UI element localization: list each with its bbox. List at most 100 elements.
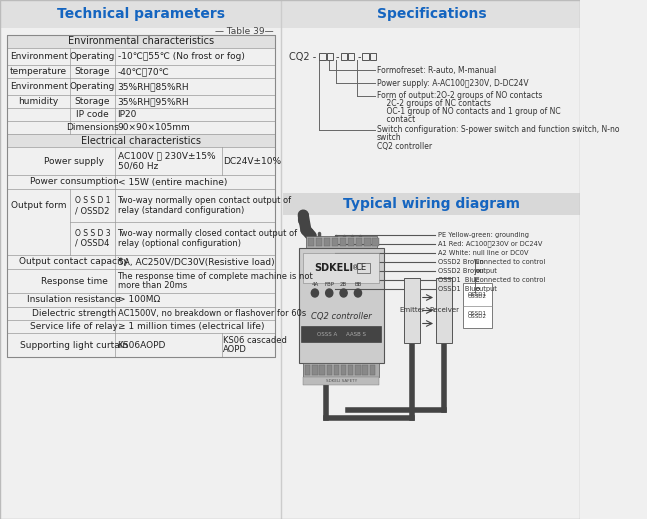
Text: Dimensions: Dimensions (66, 123, 119, 132)
Text: ≥ 1 million times (electrical life): ≥ 1 million times (electrical life) (118, 322, 264, 331)
Bar (463, 283, 492, 328)
Text: Storage: Storage (74, 67, 110, 76)
Text: switch: switch (377, 133, 401, 143)
Text: Two-way normally closed contact output of: Two-way normally closed contact output o… (118, 229, 298, 238)
Text: OC-1 group of NO contacts and 1 group of NC: OC-1 group of NO contacts and 1 group of… (377, 107, 560, 116)
Text: Power consumption: Power consumption (30, 177, 118, 186)
Bar (341, 53, 347, 60)
Bar (283, 193, 580, 215)
Text: Output contact capacity: Output contact capacity (19, 257, 129, 266)
Bar (305, 365, 311, 375)
Text: Emitter: Emitter (399, 307, 424, 313)
Bar (313, 365, 318, 375)
Bar (320, 53, 325, 60)
Text: Environmental characteristics: Environmental characteristics (68, 36, 214, 47)
Bar (327, 365, 332, 375)
Text: Connected to control: Connected to control (476, 259, 545, 265)
Text: Operating: Operating (70, 82, 115, 91)
Text: 2B: 2B (340, 282, 347, 288)
Text: A1 Red: AC100～230V or DC24V: A1 Red: AC100～230V or DC24V (438, 241, 542, 248)
Bar (436, 278, 452, 343)
Bar (362, 365, 367, 375)
Text: Dielectric strength: Dielectric strength (32, 309, 116, 318)
Text: Technical parameters: Technical parameters (58, 7, 225, 21)
Text: O S S D 1: O S S D 1 (74, 196, 110, 205)
Text: OSSD1  Blue: OSSD1 Blue (438, 286, 479, 292)
Text: OSSS A     AASB S: OSSS A AASB S (317, 332, 366, 336)
Text: < 15W (entire machine): < 15W (entire machine) (118, 177, 227, 186)
Text: 50/60 Hz: 50/60 Hz (118, 161, 158, 170)
Bar (0, 0, 283, 28)
Bar (340, 238, 346, 246)
Text: IP20: IP20 (118, 110, 137, 119)
Text: more than 20ms: more than 20ms (118, 281, 187, 290)
Text: DC24V±10%: DC24V±10% (223, 157, 281, 166)
Text: 4A: 4A (311, 282, 318, 288)
Bar (320, 365, 325, 375)
Bar (364, 238, 371, 246)
Text: > 100MΩ: > 100MΩ (118, 295, 160, 305)
Text: SDKELI SAFETY: SDKELI SAFETY (325, 379, 357, 383)
Text: Specifications: Specifications (377, 7, 487, 21)
Text: Environment: Environment (10, 52, 67, 61)
Bar (303, 377, 380, 385)
Text: The response time of complete machine is not: The response time of complete machine is… (118, 272, 313, 281)
Text: / OSSD4: / OSSD4 (75, 239, 109, 248)
Text: CQ2 controller: CQ2 controller (311, 311, 372, 321)
Text: Insulation resistance: Insulation resistance (27, 295, 121, 305)
Text: 90×90×105mm: 90×90×105mm (118, 123, 190, 132)
Text: Two-way normally open contact output of: Two-way normally open contact output of (118, 196, 292, 205)
Text: OSSD2 Brown: OSSD2 Brown (438, 268, 483, 274)
Bar (369, 365, 375, 375)
Bar (299, 248, 384, 363)
Text: -10℃～55℃ (No frost or fog): -10℃～55℃ (No frost or fog) (118, 52, 245, 61)
Circle shape (355, 289, 362, 297)
Text: CQ2 controller: CQ2 controller (377, 142, 432, 151)
Text: Storage: Storage (74, 97, 110, 106)
Bar (303, 253, 380, 283)
Bar (0, 0, 283, 519)
Text: 2C-2 groups of NC contacts: 2C-2 groups of NC contacts (377, 100, 491, 108)
Bar (404, 278, 420, 343)
Text: KS06 cascaded: KS06 cascaded (223, 336, 287, 346)
Text: OSSD2: OSSD2 (468, 314, 487, 319)
Text: 35%RH～85%RH: 35%RH～85%RH (118, 82, 189, 91)
Text: Power supply: Power supply (44, 157, 104, 166)
Text: relay (standard configuration): relay (standard configuration) (118, 206, 244, 215)
Bar (348, 53, 355, 60)
Text: Form of output:2O-2 groups of NO contacts: Form of output:2O-2 groups of NO contact… (377, 91, 542, 101)
Text: A2 White: null line or DC0V: A2 White: null line or DC0V (438, 250, 529, 256)
Text: OSSD2 Brown: OSSD2 Brown (438, 259, 483, 265)
Circle shape (340, 289, 347, 297)
Text: contact: contact (377, 116, 415, 125)
Bar (341, 365, 346, 375)
Text: Power supply: A-AC100～230V, D-DC24V: Power supply: A-AC100～230V, D-DC24V (377, 78, 529, 88)
Text: Electrical characteristics: Electrical characteristics (82, 135, 201, 145)
Text: temperature: temperature (10, 67, 67, 76)
Text: Response time: Response time (41, 277, 107, 285)
Text: Receiver: Receiver (429, 307, 459, 313)
Bar (7, 35, 276, 357)
Text: OSSD2: OSSD2 (468, 294, 487, 299)
Text: OSSD1: OSSD1 (468, 311, 487, 316)
Bar (306, 236, 377, 248)
Text: — Table 39—: — Table 39— (215, 28, 274, 36)
Text: Service life of relay: Service life of relay (30, 322, 118, 331)
Text: output: output (476, 268, 498, 274)
Text: ®: ® (352, 265, 359, 271)
Text: Operating: Operating (70, 52, 115, 61)
Text: IP code: IP code (76, 110, 109, 119)
Text: Output form: Output form (11, 201, 67, 210)
Text: Typical wiring diagram: Typical wiring diagram (343, 197, 520, 211)
Text: CE: CE (355, 264, 367, 272)
Text: SDKELI: SDKELI (314, 263, 354, 273)
Bar (348, 365, 353, 375)
Bar (327, 53, 333, 60)
Circle shape (325, 289, 333, 297)
Text: OSSD1: OSSD1 (468, 292, 487, 296)
Bar (355, 365, 360, 375)
Bar (283, 0, 580, 28)
Text: Environment: Environment (10, 82, 67, 91)
Text: CQ2 -: CQ2 - (289, 52, 316, 62)
Bar (303, 363, 380, 377)
